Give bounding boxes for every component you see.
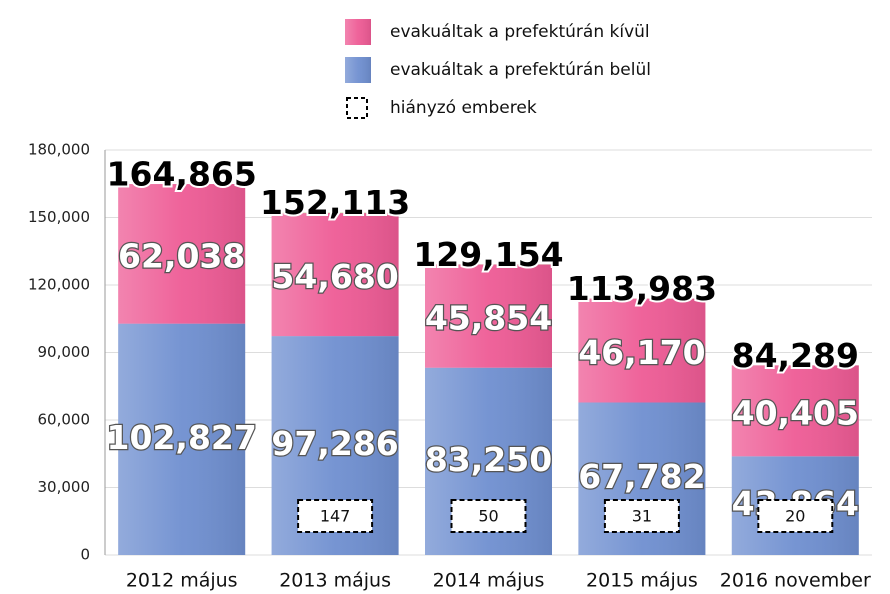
- x-tick-label: 2015 május: [586, 570, 698, 592]
- segment-label: 46,170: [578, 333, 705, 372]
- missing-box: [297, 499, 374, 533]
- segment-label: 40,405: [732, 393, 859, 432]
- segment-label: 83,250: [425, 440, 552, 479]
- segment-label: 67,782: [578, 457, 705, 496]
- bar-shine: [425, 264, 552, 368]
- total-label: 152,113: [260, 183, 410, 222]
- segment-label: 54,680: [271, 257, 398, 296]
- segment-label: 102,827: [107, 418, 257, 457]
- total-label: 84,289: [732, 336, 859, 375]
- y-tick-label: 60,000: [38, 411, 91, 429]
- total-label: 129,154: [413, 235, 563, 274]
- legend-shine: [345, 57, 371, 83]
- y-tick-label: 30,000: [38, 478, 91, 496]
- missing-label: 20: [785, 507, 805, 526]
- legend-shine: [345, 19, 371, 45]
- bar-shine: [731, 365, 859, 457]
- missing-label: 31: [632, 507, 652, 526]
- missing-label: 147: [320, 507, 351, 526]
- missing-box: [757, 499, 834, 533]
- missing-label: 50: [478, 507, 498, 526]
- x-tick-label: 2014 május: [433, 570, 545, 592]
- missing-box: [450, 499, 527, 533]
- y-tick-label: 90,000: [38, 343, 91, 361]
- legend-swatch: [346, 97, 368, 119]
- y-tick-label: 120,000: [28, 276, 90, 294]
- x-tick-label: 2013 május: [279, 570, 391, 592]
- x-tick-label: 2012 május: [126, 570, 238, 592]
- y-tick-label: 180,000: [28, 141, 90, 159]
- bar-shine: [118, 323, 246, 555]
- segment-label: 62,038: [118, 236, 245, 275]
- total-label: 164,865: [107, 155, 257, 194]
- y-tick-label: 150,000: [28, 208, 90, 226]
- bar-shine: [271, 213, 399, 337]
- legend-label: hiányzó emberek: [390, 98, 537, 118]
- legend-label: evakuáltak a prefektúrán belül: [390, 60, 651, 80]
- y-tick-label: 0: [80, 546, 90, 564]
- segment-label: 97,286: [271, 424, 398, 463]
- bar-shine: [578, 298, 706, 403]
- x-tick-label: 2016 november: [720, 570, 871, 592]
- segment-label: 45,854: [425, 299, 552, 338]
- bar-shine: [118, 184, 246, 324]
- legend-label: evakuáltak a prefektúrán kívül: [390, 22, 650, 42]
- total-label: 113,983: [567, 269, 717, 308]
- missing-box: [603, 499, 680, 533]
